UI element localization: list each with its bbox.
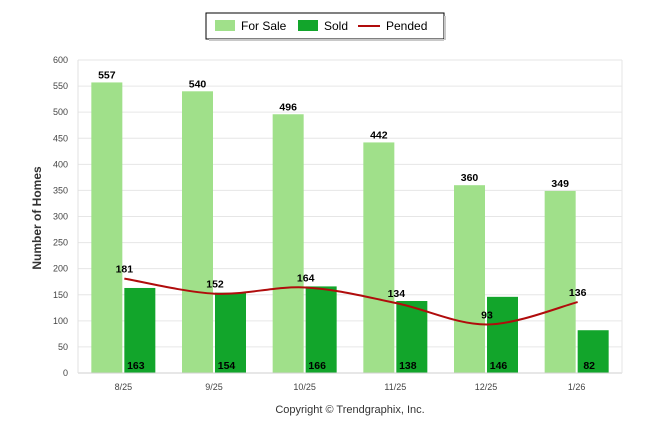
- data-label-for-sale: 496: [279, 101, 297, 113]
- bar-for-sale: [363, 142, 395, 373]
- y-tick-label: 450: [53, 133, 68, 143]
- x-tick-label: 9/25: [205, 382, 223, 392]
- data-label-pended: 152: [206, 279, 224, 291]
- legend: For Sale Sold Pended: [205, 12, 446, 41]
- legend-swatch: [298, 20, 318, 31]
- legend-swatch: [215, 20, 235, 31]
- bar-for-sale: [272, 114, 304, 374]
- data-label-sold: 82: [583, 360, 595, 372]
- data-label-pended: 181: [116, 264, 134, 276]
- bars-layer: [91, 82, 609, 374]
- bar-sold: [215, 292, 246, 373]
- bar-for-sale: [91, 82, 123, 373]
- line-layer: [124, 277, 578, 326]
- x-tick-label: 10/25: [293, 382, 316, 392]
- legend-label: Sold: [324, 19, 348, 33]
- data-label-sold: 146: [490, 360, 508, 372]
- data-label-for-sale: 360: [461, 172, 479, 184]
- y-tick-label: 400: [53, 159, 68, 169]
- bar-for-sale: [182, 91, 213, 374]
- y-tick-label: 350: [53, 185, 68, 195]
- y-tick-label: 200: [53, 264, 68, 274]
- data-label-pended: 93: [481, 309, 493, 321]
- y-tick-label: 300: [53, 212, 68, 222]
- pended-line: [124, 277, 578, 326]
- data-label-for-sale: 442: [370, 129, 388, 141]
- bar-sold: [124, 287, 156, 373]
- y-tick-label: 600: [53, 55, 68, 65]
- legend-label: For Sale: [241, 19, 287, 33]
- labels-layer: 557 540 496 442 360 349 163 154 166 138 146 82 181 15…: [98, 69, 595, 372]
- bar-sold: [577, 330, 609, 373]
- bar-for-sale: [544, 190, 576, 373]
- data-label-sold: 154: [218, 360, 236, 372]
- x-tick-label: 1/26: [568, 382, 586, 392]
- x-tick-label: 8/25: [115, 382, 133, 392]
- y-axis-label: Number of Homes: [30, 166, 44, 270]
- y-tick-label: 100: [53, 316, 68, 326]
- data-label-sold: 166: [308, 360, 326, 372]
- data-label-sold: 163: [127, 360, 145, 372]
- x-tick-label: 11/25: [384, 382, 406, 392]
- copyright-text: Copyright © Trendgraphix, Inc.: [275, 404, 424, 416]
- y-tick-label: 150: [53, 290, 68, 300]
- bar-sold: [305, 286, 337, 373]
- y-tick-label: 50: [58, 342, 68, 352]
- data-label-sold: 138: [399, 360, 417, 372]
- data-label-pended: 136: [569, 287, 587, 299]
- data-label-for-sale: 540: [189, 78, 207, 90]
- y-tick-label: 0: [63, 368, 68, 378]
- legend-items: For Sale Sold Pended: [215, 19, 427, 33]
- y-tick-label: 500: [53, 107, 68, 117]
- bar-for-sale: [454, 185, 485, 373]
- x-tick-label: 12/25: [475, 382, 498, 392]
- grid-layer: [78, 59, 622, 348]
- bar-sold: [396, 301, 428, 373]
- axis-layer: 0 50 100 150 200 250 300 350 400 450 500 550 600 8/25…: [53, 55, 623, 392]
- data-label-pended: 134: [388, 288, 406, 300]
- data-label-for-sale: 349: [551, 178, 569, 190]
- data-label-for-sale: 557: [98, 69, 116, 81]
- y-tick-label: 250: [53, 238, 68, 248]
- bar-sold: [487, 296, 518, 373]
- data-label-pended: 164: [297, 272, 315, 284]
- y-tick-label: 550: [53, 81, 68, 91]
- legend-label: Pended: [386, 19, 427, 33]
